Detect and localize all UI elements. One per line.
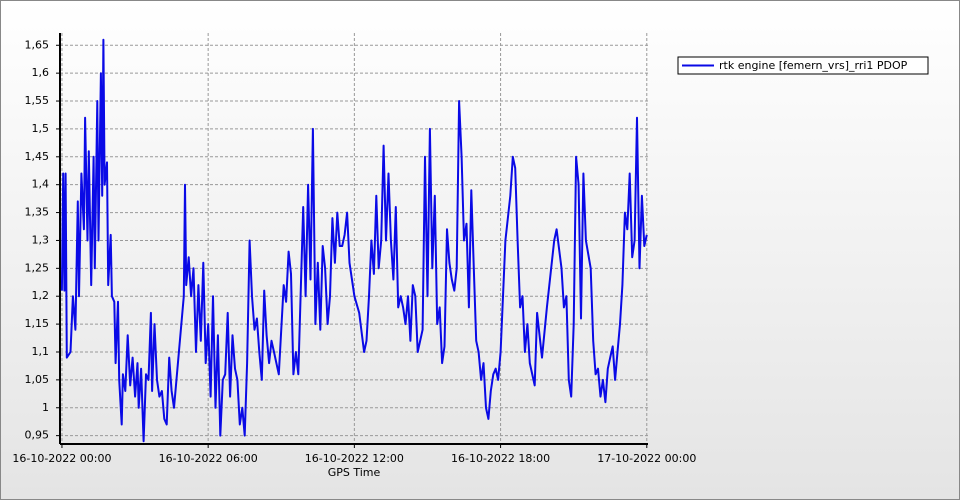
x-axis-label: GPS Time — [328, 466, 381, 479]
y-tick-label: 1,35 — [25, 206, 50, 219]
y-tick-label: 1,15 — [25, 317, 50, 330]
x-tick-label: 16-10-2022 18:00 — [451, 452, 550, 465]
y-tick-label: 1,5 — [32, 122, 50, 135]
data-line — [60, 38, 648, 443]
x-tick-label: 16-10-2022 12:00 — [305, 452, 404, 465]
y-tick-label: 1,2 — [32, 289, 50, 302]
y-tick-label: 1,55 — [25, 94, 50, 107]
y-tick-label: 1,4 — [32, 178, 50, 191]
y-tick-label: 1,6 — [32, 66, 50, 79]
y-tick-label: 1,25 — [25, 261, 50, 274]
y-tick-label: 1,45 — [25, 150, 50, 163]
legend: rtk engine [femern_vrs]_rri1 PDOP — [677, 56, 929, 75]
y-tick-label: 1,1 — [32, 345, 50, 358]
y-tick-label: 0,95 — [25, 429, 50, 442]
x-tick-label: 17-10-2022 00:00 — [597, 452, 696, 465]
y-tick-label: 1,3 — [32, 233, 50, 246]
x-tick-label: 16-10-2022 06:00 — [159, 452, 258, 465]
x-tick-label: 16-10-2022 00:00 — [12, 452, 111, 465]
y-tick-label: 1,65 — [25, 38, 50, 51]
y-tick-label: 1,05 — [25, 373, 50, 386]
y-tick-label: 1 — [42, 401, 49, 414]
legend-label: rtk engine [femern_vrs]_rri1 PDOP — [719, 59, 908, 72]
legend-box — [677, 56, 929, 75]
